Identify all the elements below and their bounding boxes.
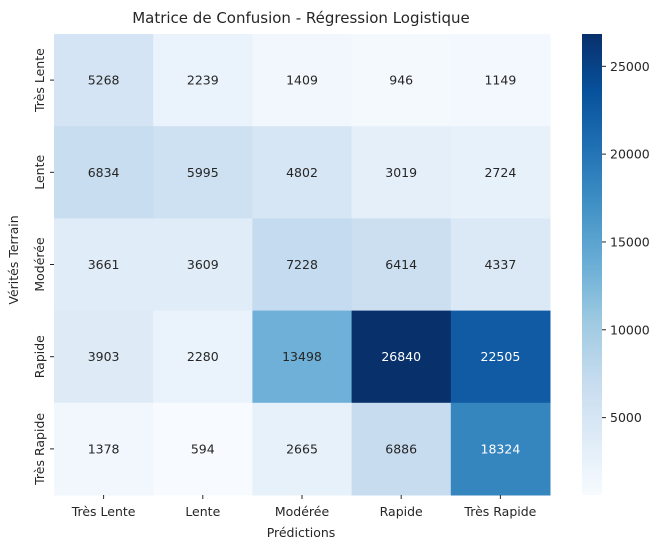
- heatmap-cell: [54, 402, 154, 496]
- colorbar-tick-label: 20000: [610, 147, 650, 162]
- y-tick-label: Lente: [32, 155, 47, 190]
- heatmap-cell: [153, 34, 253, 127]
- heatmap-cell: [252, 310, 353, 404]
- x-tick-label: Modérée: [275, 504, 330, 519]
- y-tick-label: Modérée: [32, 237, 47, 292]
- y-axis-ticks: Très Lente Lente Modérée Rapide Très Rapide: [32, 48, 54, 486]
- cell-value-label: 1409: [286, 73, 318, 88]
- x-tick-label: Très Lente: [71, 504, 136, 519]
- cell-value-label: 1378: [88, 441, 120, 456]
- heatmap-cells: [54, 34, 551, 496]
- heatmap-cell: [252, 218, 353, 312]
- cell-value-label: 594: [191, 441, 215, 456]
- heatmap-cell: [450, 126, 551, 219]
- cell-value-label: 3019: [385, 165, 417, 180]
- colorbar-tick-label: 5000: [610, 410, 642, 425]
- x-tick-label: Lente: [185, 504, 220, 519]
- cell-value-label: 18324: [481, 441, 521, 456]
- cell-value-label: 3661: [88, 257, 120, 272]
- heatmap-cell: [252, 126, 353, 219]
- cell-value-label: 6834: [88, 165, 120, 180]
- heatmap-cell: [351, 402, 452, 496]
- heatmap-cell: [153, 310, 253, 404]
- x-axis-ticks: Très Lente Lente Modérée Rapide Très Rapide: [71, 495, 537, 519]
- chart-title: Matrice de Confusion - Régression Logist…: [132, 9, 470, 27]
- y-tick-label: Rapide: [32, 335, 47, 378]
- cell-value-label: 6414: [385, 257, 417, 272]
- cell-value-label: 2239: [187, 73, 219, 88]
- heatmap-cell: [450, 34, 551, 127]
- y-axis-label: Vérités Terrain: [6, 215, 21, 304]
- cell-value-label: 2724: [484, 165, 516, 180]
- heatmap-cell: [153, 402, 253, 496]
- colorbar: [582, 34, 602, 495]
- colorbar-tick-label: 25000: [610, 59, 650, 74]
- heatmap-cell: [54, 126, 154, 219]
- cell-value-label: 4802: [286, 165, 318, 180]
- y-tick-label: Très Lente: [32, 48, 47, 113]
- cell-value-label: 4337: [484, 257, 516, 272]
- cell-value-label: 6886: [385, 441, 417, 456]
- cell-value-label: 2665: [286, 441, 318, 456]
- heatmap-cell: [54, 218, 154, 312]
- colorbar-tick-label: 15000: [610, 234, 650, 249]
- cell-value-label: 3903: [88, 349, 120, 364]
- cell-value-label: 1149: [484, 73, 516, 88]
- heatmap-cell: [351, 218, 452, 312]
- cell-value-label: 13498: [282, 349, 322, 364]
- heatmap-cell: [351, 310, 452, 404]
- x-axis-label: Prédictions: [267, 525, 336, 540]
- cell-value-label: 3609: [187, 257, 219, 272]
- heatmap-cell: [153, 126, 253, 219]
- heatmap-cell: [450, 218, 551, 312]
- y-tick-label: Très Rapide: [32, 413, 47, 486]
- x-tick-label: Rapide: [380, 504, 423, 519]
- heatmap-cell: [252, 402, 353, 496]
- heatmap-cell: [252, 34, 353, 127]
- heatmap-cell: [153, 218, 253, 312]
- colorbar-tick-label: 10000: [610, 322, 650, 337]
- colorbar-ticks: 5000 10000 15000 20000 25000: [602, 59, 650, 425]
- heatmap-cell: [54, 34, 154, 127]
- heatmap-cell: [351, 34, 452, 127]
- heatmap-cell: [450, 310, 551, 404]
- heatmap-cell: [54, 310, 154, 404]
- cell-value-label: 26840: [381, 349, 421, 364]
- cell-value-label: 22505: [481, 349, 521, 364]
- cell-value-label: 946: [389, 73, 413, 88]
- heatmap-cell: [450, 402, 551, 496]
- cell-value-label: 2280: [187, 349, 219, 364]
- heatmap-cell-labels: 5268 2239 1409 946 1149 6834 5995 4802 3019 2724 3…: [88, 73, 521, 457]
- cell-value-label: 5995: [187, 165, 219, 180]
- x-tick-label: Très Rapide: [463, 504, 536, 519]
- heatmap-cell: [351, 126, 452, 219]
- cell-value-label: 7228: [286, 257, 318, 272]
- cell-value-label: 5268: [88, 73, 120, 88]
